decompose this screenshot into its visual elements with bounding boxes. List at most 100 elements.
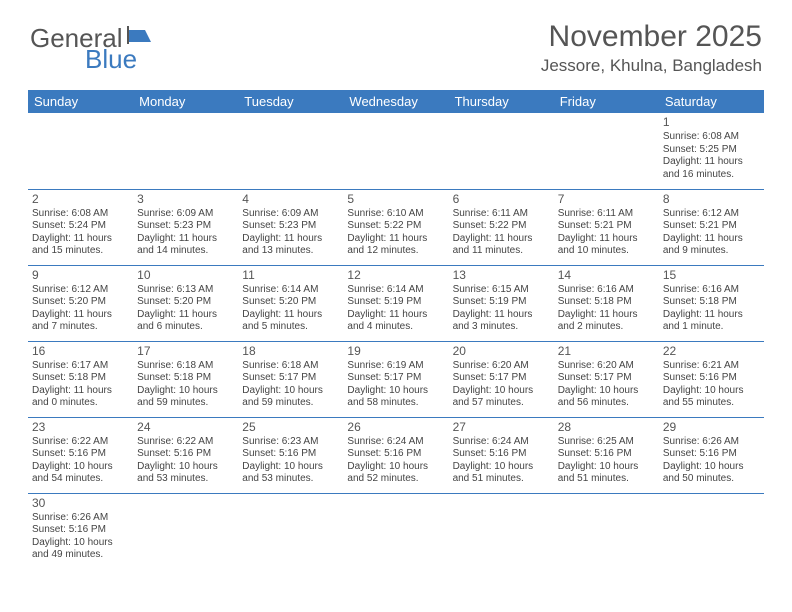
day-info-line: Daylight: 11 hours and 7 minutes. xyxy=(32,309,129,334)
day-number: 12 xyxy=(347,268,444,283)
calendar-row: 16Sunrise: 6:17 AMSunset: 5:18 PMDayligh… xyxy=(28,341,764,417)
calendar-cell: 17Sunrise: 6:18 AMSunset: 5:18 PMDayligh… xyxy=(133,341,238,417)
day-info-line: Daylight: 10 hours and 59 minutes. xyxy=(242,385,339,410)
day-info-line: Sunrise: 6:20 AM xyxy=(558,360,655,373)
calendar-cell: 3Sunrise: 6:09 AMSunset: 5:23 PMDaylight… xyxy=(133,189,238,265)
day-header: Sunday xyxy=(28,90,133,113)
day-number: 16 xyxy=(32,344,129,359)
day-info-line: Sunset: 5:17 PM xyxy=(558,372,655,385)
calendar-cell: 7Sunrise: 6:11 AMSunset: 5:21 PMDaylight… xyxy=(554,189,659,265)
day-number: 29 xyxy=(663,420,760,435)
day-number: 21 xyxy=(558,344,655,359)
day-info-line: Sunset: 5:23 PM xyxy=(137,220,234,233)
day-info-line: Daylight: 10 hours and 56 minutes. xyxy=(558,385,655,410)
logo-text-2-wrap: Blue xyxy=(35,44,137,75)
day-info-line: Sunrise: 6:26 AM xyxy=(663,436,760,449)
calendar-cell: 2Sunrise: 6:08 AMSunset: 5:24 PMDaylight… xyxy=(28,189,133,265)
day-number: 20 xyxy=(453,344,550,359)
day-info-line: Sunrise: 6:16 AM xyxy=(663,284,760,297)
day-info-line: Sunset: 5:16 PM xyxy=(663,372,760,385)
day-info-line: Daylight: 11 hours and 14 minutes. xyxy=(137,233,234,258)
day-number: 22 xyxy=(663,344,760,359)
day-header: Thursday xyxy=(449,90,554,113)
calendar-cell: 12Sunrise: 6:14 AMSunset: 5:19 PMDayligh… xyxy=(343,265,448,341)
day-info-line: Sunrise: 6:18 AM xyxy=(137,360,234,373)
day-info-line: Daylight: 10 hours and 55 minutes. xyxy=(663,385,760,410)
day-info-line: Daylight: 10 hours and 51 minutes. xyxy=(453,461,550,486)
day-info-line: Sunrise: 6:19 AM xyxy=(347,360,444,373)
day-info-line: Daylight: 10 hours and 58 minutes. xyxy=(347,385,444,410)
day-info-line: Sunrise: 6:25 AM xyxy=(558,436,655,449)
day-info-line: Sunrise: 6:11 AM xyxy=(558,208,655,221)
calendar-cell: 23Sunrise: 6:22 AMSunset: 5:16 PMDayligh… xyxy=(28,417,133,493)
calendar-cell: 22Sunrise: 6:21 AMSunset: 5:16 PMDayligh… xyxy=(659,341,764,417)
day-info-line: Sunrise: 6:26 AM xyxy=(32,512,129,525)
calendar-cell: 19Sunrise: 6:19 AMSunset: 5:17 PMDayligh… xyxy=(343,341,448,417)
day-info-line: Daylight: 11 hours and 6 minutes. xyxy=(137,309,234,334)
calendar-cell: 6Sunrise: 6:11 AMSunset: 5:22 PMDaylight… xyxy=(449,189,554,265)
calendar-cell: 25Sunrise: 6:23 AMSunset: 5:16 PMDayligh… xyxy=(238,417,343,493)
day-number: 18 xyxy=(242,344,339,359)
day-info-line: Sunrise: 6:16 AM xyxy=(558,284,655,297)
day-number: 8 xyxy=(663,192,760,207)
calendar-cell xyxy=(343,493,448,569)
day-number: 17 xyxy=(137,344,234,359)
calendar-cell xyxy=(238,113,343,189)
day-info-line: Sunset: 5:18 PM xyxy=(663,296,760,309)
day-number: 11 xyxy=(242,268,339,283)
day-number: 25 xyxy=(242,420,339,435)
day-number: 26 xyxy=(347,420,444,435)
calendar-cell: 29Sunrise: 6:26 AMSunset: 5:16 PMDayligh… xyxy=(659,417,764,493)
day-info-line: Sunset: 5:16 PM xyxy=(32,524,129,537)
day-info-line: Sunset: 5:19 PM xyxy=(453,296,550,309)
title-area: November 2025 Jessore, Khulna, Banglades… xyxy=(541,20,762,76)
calendar-cell: 21Sunrise: 6:20 AMSunset: 5:17 PMDayligh… xyxy=(554,341,659,417)
calendar-cell: 11Sunrise: 6:14 AMSunset: 5:20 PMDayligh… xyxy=(238,265,343,341)
day-info-line: Sunset: 5:23 PM xyxy=(242,220,339,233)
day-info-line: Sunset: 5:21 PM xyxy=(558,220,655,233)
calendar-cell xyxy=(238,493,343,569)
day-info-line: Sunrise: 6:08 AM xyxy=(663,131,760,144)
day-info-line: Sunrise: 6:14 AM xyxy=(347,284,444,297)
calendar-cell xyxy=(28,113,133,189)
day-info-line: Sunset: 5:17 PM xyxy=(347,372,444,385)
calendar-cell: 30Sunrise: 6:26 AMSunset: 5:16 PMDayligh… xyxy=(28,493,133,569)
day-number: 28 xyxy=(558,420,655,435)
calendar-cell: 9Sunrise: 6:12 AMSunset: 5:20 PMDaylight… xyxy=(28,265,133,341)
calendar-row: 1Sunrise: 6:08 AMSunset: 5:25 PMDaylight… xyxy=(28,113,764,189)
day-info-line: Sunset: 5:17 PM xyxy=(242,372,339,385)
calendar-header-row: SundayMondayTuesdayWednesdayThursdayFrid… xyxy=(28,90,764,113)
calendar-cell xyxy=(133,493,238,569)
day-number: 7 xyxy=(558,192,655,207)
day-info-line: Sunset: 5:19 PM xyxy=(347,296,444,309)
day-header: Saturday xyxy=(659,90,764,113)
day-number: 1 xyxy=(663,115,760,130)
day-info-line: Daylight: 11 hours and 0 minutes. xyxy=(32,385,129,410)
month-title: November 2025 xyxy=(541,20,762,54)
day-info-line: Daylight: 11 hours and 4 minutes. xyxy=(347,309,444,334)
day-info-line: Sunset: 5:20 PM xyxy=(242,296,339,309)
day-info-line: Sunset: 5:16 PM xyxy=(663,448,760,461)
day-info-line: Daylight: 11 hours and 11 minutes. xyxy=(453,233,550,258)
calendar-cell: 28Sunrise: 6:25 AMSunset: 5:16 PMDayligh… xyxy=(554,417,659,493)
day-info-line: Daylight: 11 hours and 12 minutes. xyxy=(347,233,444,258)
calendar-cell: 10Sunrise: 6:13 AMSunset: 5:20 PMDayligh… xyxy=(133,265,238,341)
day-number: 10 xyxy=(137,268,234,283)
day-number: 3 xyxy=(137,192,234,207)
calendar-row: 9Sunrise: 6:12 AMSunset: 5:20 PMDaylight… xyxy=(28,265,764,341)
calendar-body: 1Sunrise: 6:08 AMSunset: 5:25 PMDaylight… xyxy=(28,113,764,569)
calendar-cell: 4Sunrise: 6:09 AMSunset: 5:23 PMDaylight… xyxy=(238,189,343,265)
day-info-line: Sunset: 5:16 PM xyxy=(558,448,655,461)
day-number: 4 xyxy=(242,192,339,207)
day-info-line: Daylight: 11 hours and 1 minute. xyxy=(663,309,760,334)
day-info-line: Daylight: 10 hours and 57 minutes. xyxy=(453,385,550,410)
day-info-line: Sunset: 5:16 PM xyxy=(347,448,444,461)
day-info-line: Daylight: 11 hours and 13 minutes. xyxy=(242,233,339,258)
day-info-line: Sunrise: 6:09 AM xyxy=(242,208,339,221)
day-info-line: Daylight: 11 hours and 3 minutes. xyxy=(453,309,550,334)
day-number: 23 xyxy=(32,420,129,435)
day-number: 5 xyxy=(347,192,444,207)
day-info-line: Sunrise: 6:22 AM xyxy=(137,436,234,449)
day-header: Monday xyxy=(133,90,238,113)
day-info-line: Sunrise: 6:13 AM xyxy=(137,284,234,297)
